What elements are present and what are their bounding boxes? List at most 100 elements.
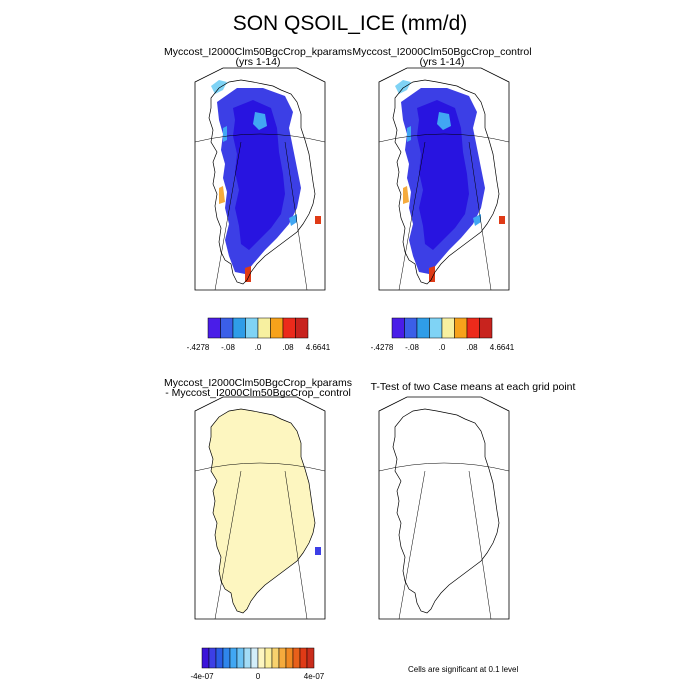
- colorbar-swatch: [282, 317, 296, 339]
- panel-2-title-line2: (yrs 1-14): [419, 56, 465, 68]
- data-region: [245, 266, 251, 282]
- colorbar-swatch: [220, 317, 234, 339]
- coastline: [392, 79, 500, 285]
- data-region: [211, 80, 227, 94]
- colorbar-difference-labels: -4e-07 0 4e-07: [190, 672, 324, 684]
- coastline: [208, 79, 316, 285]
- map-frame: [194, 67, 326, 291]
- data-region: [417, 100, 469, 250]
- meridian-line: [398, 470, 426, 620]
- colorbar-swatch: [391, 317, 405, 339]
- colorbar-swatch: [404, 317, 418, 339]
- map-panel-difference: [194, 396, 326, 620]
- colorbar-tick-label: 4.6641: [305, 343, 331, 352]
- panel-4-title: T-Test of two Case means at each grid po…: [370, 381, 576, 393]
- data-region: [219, 186, 225, 204]
- colorbar-tick-label: 4e-07: [303, 672, 325, 681]
- colorbar-swatch: [479, 317, 493, 339]
- colorbar-tick-label: .0: [254, 343, 262, 352]
- colorbar-kparams-labels: -.4278 -.08 .0 .08 4.6641: [187, 343, 331, 355]
- colorbar-tick-label: -.4278: [370, 343, 394, 352]
- meridian-line: [284, 470, 308, 620]
- meridian-line: [214, 141, 242, 291]
- colorbar-tick-label: -.08: [221, 343, 235, 352]
- colorbar-swatch: [299, 647, 308, 669]
- colorbar-swatch: [207, 317, 221, 339]
- data-region: [223, 126, 227, 142]
- panel-3-title: Myccost_I2000Clm50BgcCrop_kparams - Mycc…: [164, 377, 352, 399]
- latitude-line: [194, 462, 326, 472]
- map-frame: [378, 67, 510, 291]
- colorbar-swatch: [306, 647, 315, 669]
- colorbar-swatch: [232, 317, 246, 339]
- colorbar-swatch: [201, 647, 210, 669]
- colorbar-difference: [201, 647, 315, 669]
- panel-3-title-line1: Myccost_I2000Clm50BgcCrop_kparams: [164, 377, 352, 389]
- colorbar-swatch: [222, 647, 231, 669]
- map-panel-kparams: [194, 67, 326, 291]
- map-frame: [194, 396, 326, 620]
- colorbar-swatch: [295, 317, 309, 339]
- colorbar-swatch: [208, 647, 217, 669]
- colorbar-swatch: [441, 317, 455, 339]
- colorbar-swatch: [271, 647, 280, 669]
- coastline: [392, 408, 500, 614]
- data-region: [209, 409, 315, 613]
- colorbar-swatch: [454, 317, 468, 339]
- data-region: [289, 214, 297, 226]
- data-region: [437, 112, 451, 130]
- colorbar-tick-label: 4.6641: [489, 343, 515, 352]
- meridian-line: [468, 141, 492, 291]
- colorbar-swatch: [243, 647, 252, 669]
- colorbar-swatch: [429, 317, 443, 339]
- panel-1-title-line2: (yrs 1-14): [235, 56, 281, 68]
- latitude-line: [194, 133, 326, 143]
- figure-title: SON QSOIL_ICE (mm/d): [232, 12, 468, 35]
- colorbar-tick-label: .0: [438, 343, 446, 352]
- panel-1-title: Myccost_I2000Clm50BgcCrop_kparams (yrs 1…: [164, 46, 352, 68]
- panel-1-title-line1: Myccost_I2000Clm50BgcCrop_kparams: [164, 46, 352, 58]
- meridian-line: [284, 141, 308, 291]
- colorbar-control: [391, 317, 493, 339]
- panel-3-title-line2: - Myccost_I2000Clm50BgcCrop_control: [165, 387, 351, 399]
- significance-footnote: Cells are significant at 0.1 level: [408, 665, 519, 674]
- colorbar-kparams: [207, 317, 309, 339]
- meridian-line: [214, 470, 242, 620]
- data-region: [253, 112, 267, 130]
- colorbar-swatch: [257, 647, 266, 669]
- data-region: [403, 186, 409, 204]
- data-region: [315, 547, 321, 555]
- colorbar-swatch: [270, 317, 284, 339]
- colorbar-control-labels: -.4278 -.08 .0 .08 4.6641: [371, 343, 515, 355]
- panel-2-title: Myccost_I2000Clm50BgcCrop_control (yrs 1…: [352, 46, 532, 68]
- map-panel-ttest: [378, 396, 510, 620]
- panel-2-title-line1: Myccost_I2000Clm50BgcCrop_control: [352, 46, 532, 58]
- coastline: [208, 408, 316, 614]
- colorbar-swatch: [250, 647, 259, 669]
- panel-4-title-line1: T-Test of two Case means at each grid po…: [370, 381, 576, 393]
- latitude-line: [378, 462, 510, 472]
- data-region: [233, 100, 285, 250]
- colorbar-swatch: [285, 647, 294, 669]
- data-region: [395, 80, 411, 94]
- colorbar-swatch: [264, 647, 273, 669]
- data-region: [473, 214, 481, 226]
- colorbar-swatch: [292, 647, 301, 669]
- colorbar-swatch: [229, 647, 238, 669]
- map-frame: [378, 396, 510, 620]
- colorbar-tick-label: .08: [282, 343, 294, 352]
- colorbar-tick-label: -4e-07: [190, 672, 214, 681]
- data-region: [407, 126, 411, 142]
- meridian-line: [398, 141, 426, 291]
- colorbar-swatch: [236, 647, 245, 669]
- data-region: [499, 216, 505, 224]
- colorbar-tick-label: 0: [255, 672, 261, 681]
- data-region: [429, 266, 435, 282]
- map-panel-control: [378, 67, 510, 291]
- data-region: [315, 216, 321, 224]
- colorbar-swatch: [278, 647, 287, 669]
- colorbar-swatch: [245, 317, 259, 339]
- colorbar-swatch: [257, 317, 271, 339]
- colorbar-swatch: [466, 317, 480, 339]
- colorbar-tick-label: -.08: [405, 343, 419, 352]
